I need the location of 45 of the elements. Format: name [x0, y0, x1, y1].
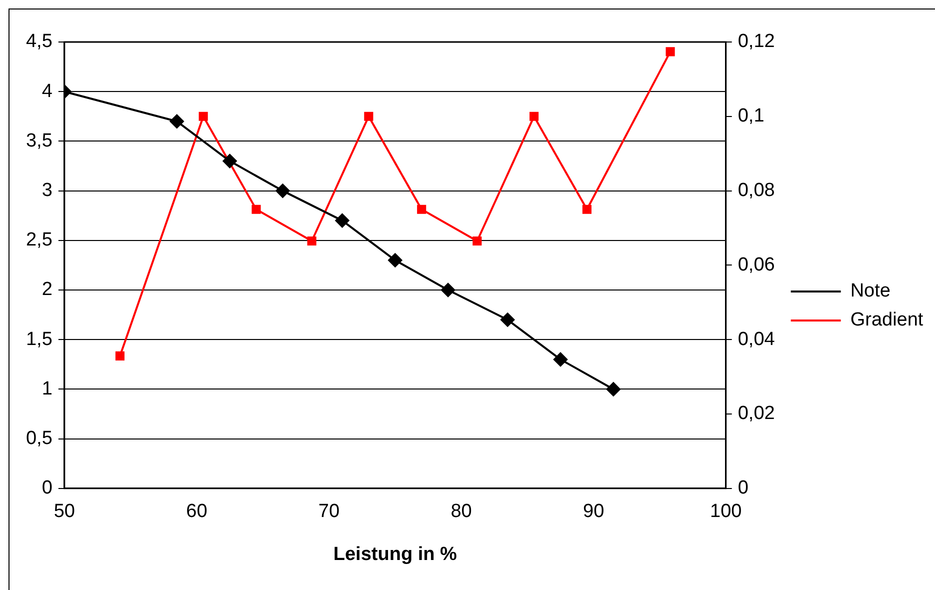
y-tick-label: 0 — [42, 478, 52, 499]
x-axis-title: Leistung in % — [333, 544, 457, 565]
point — [553, 352, 568, 366]
point — [500, 312, 515, 327]
point — [335, 214, 350, 228]
y2-tick-label: 0,04 — [738, 328, 776, 350]
point — [666, 47, 675, 56]
point — [417, 204, 426, 214]
point — [388, 253, 402, 268]
point — [115, 351, 125, 361]
point — [276, 184, 290, 198]
y-tick-label: 1,5 — [26, 328, 52, 350]
y-tick-label: 4 — [42, 80, 53, 102]
y2-tick-label: 0,12 — [738, 31, 775, 52]
y-tick-label: 2,5 — [26, 230, 52, 251]
y2-tick-label: 0,02 — [738, 403, 775, 424]
y-tick-label: 0,5 — [26, 428, 52, 450]
x-tick-label: 70 — [318, 501, 340, 522]
x-tick-label: 50 — [54, 501, 75, 522]
legend-label: Note — [850, 280, 890, 302]
point — [252, 204, 261, 214]
point — [530, 112, 539, 121]
y-tick-label: 3 — [42, 180, 52, 202]
y2-tick-label: 0,08 — [738, 180, 775, 202]
point — [364, 112, 374, 121]
y-tick-label: 3,5 — [26, 130, 52, 152]
x-tick-label: 90 — [582, 501, 604, 522]
y-tick-label: 2 — [42, 279, 52, 300]
point — [198, 112, 208, 121]
y2-tick-label: 0,1 — [738, 106, 764, 127]
y-tick-label: 4,5 — [26, 31, 52, 52]
point — [307, 236, 316, 246]
legend-label: Gradient — [850, 310, 924, 331]
x-tick-label: 60 — [186, 501, 208, 522]
point — [472, 236, 482, 246]
point — [582, 204, 592, 214]
point — [222, 154, 237, 168]
y2-tick-label: 0,06 — [738, 254, 775, 276]
y2-tick-label: 0 — [738, 478, 748, 499]
x-tick-label: 100 — [710, 501, 742, 522]
x-tick-label: 80 — [450, 501, 472, 522]
point — [170, 114, 184, 128]
point — [441, 283, 456, 297]
y-tick-label: 1 — [42, 378, 52, 400]
point — [606, 382, 620, 396]
